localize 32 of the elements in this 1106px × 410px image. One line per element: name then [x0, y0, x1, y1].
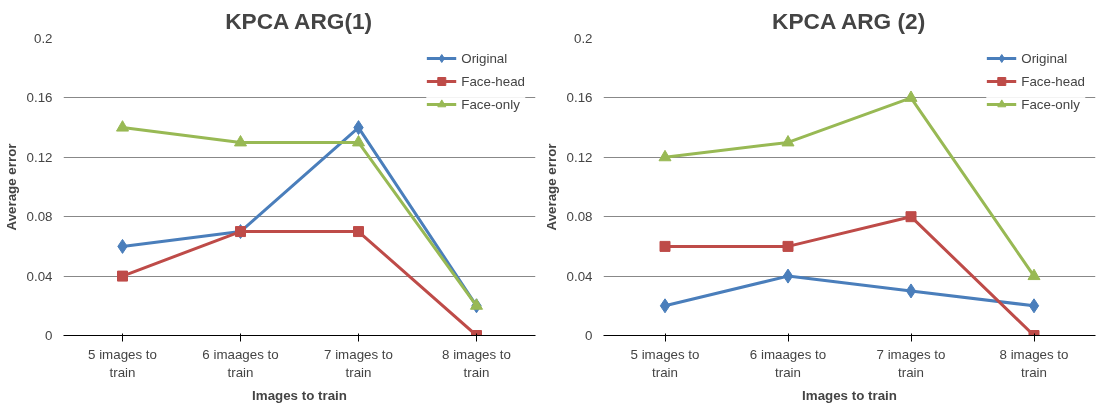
x-tick-label: 8 images to train: [442, 346, 511, 380]
legend-label: Original: [461, 50, 508, 66]
y-tick-label: 0.2: [33, 31, 53, 46]
chart-title: KPCA ARG (2): [772, 7, 926, 34]
y-tick-label: 0.12: [566, 149, 593, 165]
y-axis-title: Average error: [3, 143, 19, 231]
x-tick-label: 6 imaages to train: [202, 346, 279, 380]
x-tick-label: 8 images to train: [999, 346, 1069, 380]
y-tick-label: 0.04: [566, 268, 594, 284]
y-tick-label: 0: [585, 328, 593, 343]
legend-label: Face-only: [1021, 96, 1080, 112]
y-tick-label: 0.16: [566, 90, 593, 106]
legend-label: Face-only: [461, 96, 520, 112]
x-tick-label: 7 images to train: [876, 346, 946, 380]
x-tick-label: 5 images to train: [88, 346, 157, 380]
y-tick-label: 0.12: [26, 149, 53, 165]
y-tick-label: 0.08: [26, 209, 53, 225]
chart-title: KPCA ARG(1): [225, 7, 373, 34]
y-tick-label: 0.2: [573, 31, 593, 46]
legend-label: Original: [1021, 50, 1068, 66]
y-tick-label: 0: [45, 328, 53, 343]
x-axis-title: Images to train: [802, 387, 897, 403]
x-tick-label: 5 images to train: [630, 346, 700, 380]
y-tick-label: 0.04: [26, 268, 54, 284]
y-axis-title: Average error: [543, 143, 559, 231]
y-tick-label: 0.16: [26, 90, 53, 106]
legend-label: Face-head: [461, 73, 525, 89]
x-tick-label: 7 images to train: [324, 346, 393, 380]
legend-label: Face-head: [1021, 73, 1085, 89]
x-axis-title: Images to train: [252, 387, 347, 403]
y-tick-label: 0.08: [566, 209, 593, 225]
x-tick-label: 6 imaages to train: [749, 346, 827, 380]
